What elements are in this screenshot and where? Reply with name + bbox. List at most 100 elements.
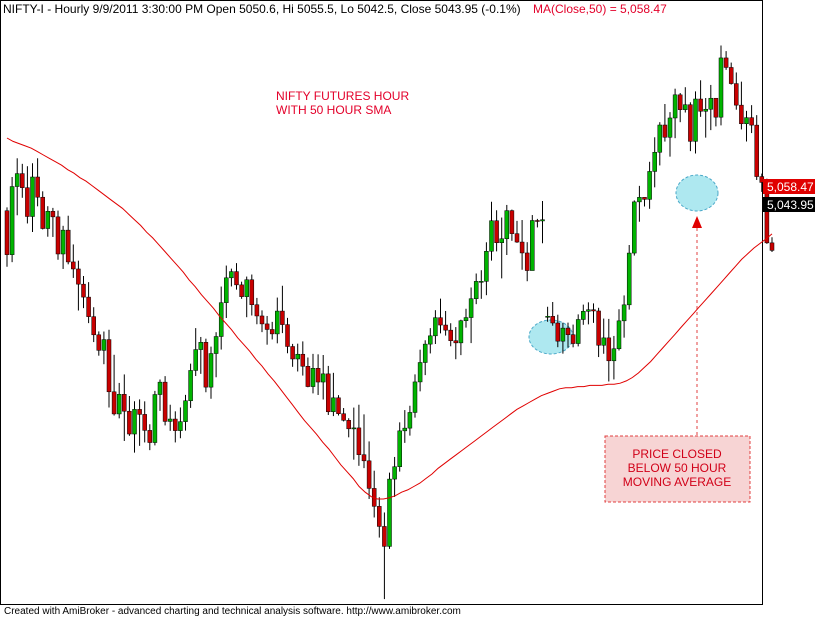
candle-body [9,186,15,255]
close-price-label: 5,043.95 [767,198,814,212]
candle-body [443,324,448,331]
candle-body [601,337,606,346]
candle-body [239,284,244,297]
candle-body [448,329,453,341]
candle-body [606,337,612,362]
candle-body [407,412,413,429]
candle-body [147,430,153,443]
candle-body [264,323,270,330]
header-symbol-info: NIFTY-I - Hourly 9/9/2011 3:30:00 PM Ope… [3,2,521,16]
candle-body [708,97,714,110]
candle-body [320,373,326,383]
candle-body [688,104,693,142]
candle-body [402,427,408,432]
candle-body [453,340,459,344]
candle-body [616,320,622,350]
candle-body [249,279,255,305]
candle-body [65,229,71,263]
candle-body [336,397,341,414]
candle-body [621,304,627,322]
candle-body [116,394,122,415]
candle-body [530,220,535,271]
candle-body [744,117,749,125]
candle-body [672,94,678,119]
candle-body [637,197,642,203]
candle-body [137,409,142,415]
candle-body [162,381,168,422]
candle-body [351,427,357,430]
candle-body [540,219,545,222]
candle-body [509,210,515,234]
candle-body [397,430,402,467]
candle-body [203,342,209,388]
candle-body [300,353,306,367]
candle-body [524,252,530,271]
candle-body [565,327,571,335]
footer-credit: Created with AmiBroker - advanced charti… [4,606,461,617]
candle-body [331,397,336,413]
candle-body [269,329,275,335]
candle-body [550,316,555,324]
candle-body [20,173,25,188]
candle-body [259,315,265,325]
candle-body [754,124,759,177]
candle-body [642,197,647,200]
candle-body [698,98,703,112]
candle-body [438,317,443,326]
candle-body [377,506,382,527]
candle-body [366,460,372,489]
candle-body [4,210,10,255]
chart-annotation-line1: NIFTY FUTURES HOUR [276,89,409,103]
candle-body [315,368,321,383]
candle-body [111,391,117,415]
callout-arrow-head [692,216,702,228]
candle-body [122,394,127,412]
candle-body [723,57,729,68]
candle-body [703,108,708,112]
candle-body [514,233,520,243]
candle-body [713,97,719,118]
candle-body [519,241,525,254]
candle-body [657,124,663,153]
candle-body [422,343,428,363]
candle-body [361,454,367,462]
candle-body [275,310,280,335]
candle-body [581,311,586,320]
candle-body [392,466,397,480]
candle-body [769,242,775,251]
candle-body [167,418,173,422]
callout-box [604,435,751,503]
candle-body [346,420,351,430]
candle-body [45,211,51,229]
candle-body [479,281,484,283]
candle-body [494,220,499,243]
candle-body [142,414,147,431]
candle-body [30,176,35,217]
candle-body [86,296,91,317]
candle-body [157,381,163,395]
ma-price-label-bg [763,179,815,194]
candle-body [295,353,300,360]
candle-body [285,324,290,347]
highlight-ellipse-ma-touch [528,319,574,355]
plot-frame [0,0,763,605]
candle-body [667,117,673,138]
candle-body [188,370,193,402]
candle-body [55,216,61,255]
header-ma-info: MA(Close,50) = 5,058.47 [533,2,667,16]
candle-body [152,394,158,443]
candle-body [575,319,581,344]
candle-body [739,104,744,125]
candle-body [468,298,474,318]
candle-body [40,196,45,229]
candle-body [632,201,637,254]
callout-line1: PRICE CLOSED [632,447,722,461]
candle-body [749,117,754,126]
chart-annotation-line2: WITH 50 HOUR SMA [276,103,391,117]
candle-body [310,368,316,387]
candle-body [611,348,617,362]
candle-body [560,327,566,342]
candle-body [234,271,239,286]
candle-body [662,124,668,138]
